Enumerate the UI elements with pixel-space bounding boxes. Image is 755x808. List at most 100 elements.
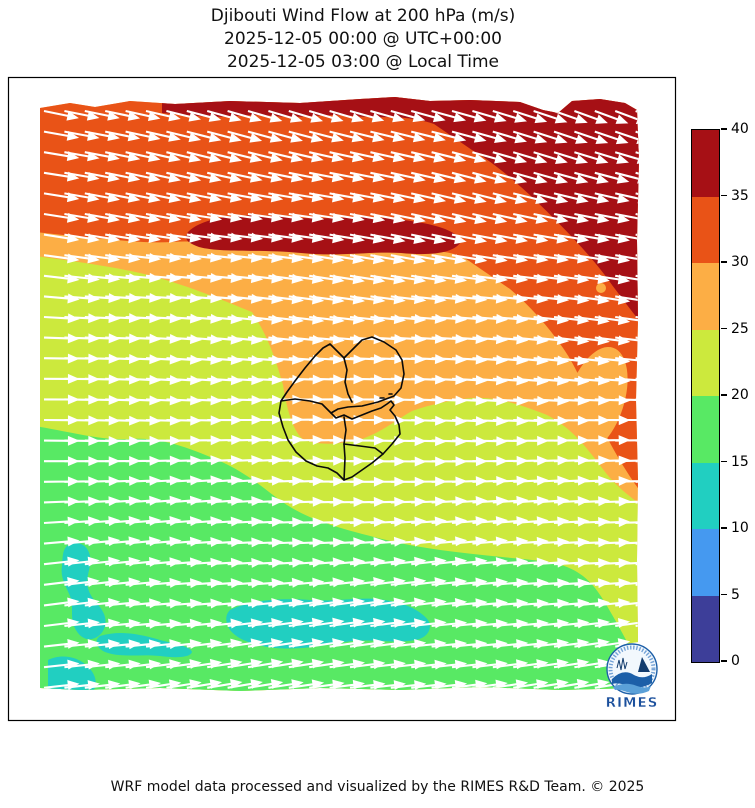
wind-arrow — [105, 192, 141, 203]
wind-arrow — [390, 233, 426, 245]
wind-arrow — [533, 171, 568, 185]
wind-arrow — [227, 109, 262, 123]
wind-arrow — [370, 233, 406, 244]
wind-arrow — [166, 171, 202, 183]
wind-arrow — [370, 212, 406, 224]
wind-arrow — [349, 171, 386, 183]
wind-arrow — [615, 274, 639, 285]
wind-arrow — [329, 109, 364, 123]
wind-arrow — [390, 130, 426, 143]
wind-arrow — [349, 274, 386, 285]
wind-arrow — [227, 192, 263, 203]
wind-arrow — [309, 638, 345, 649]
wind-arrow — [329, 212, 365, 223]
wind-arrow — [614, 192, 639, 204]
wind-arrow — [553, 192, 589, 204]
wind-arrow — [349, 617, 386, 628]
wind-arrow — [574, 679, 610, 689]
wind-arrow — [207, 658, 243, 669]
wind-arrow — [64, 109, 100, 121]
wind-arrow — [329, 294, 365, 305]
wind-arrow — [288, 617, 325, 628]
wind-arrow — [247, 192, 284, 203]
wind-arrow — [370, 254, 406, 265]
wind-arrow — [288, 192, 324, 203]
colorbar-tickmark-20 — [721, 394, 727, 396]
wind-arrow — [43, 192, 80, 203]
wind-arrow — [206, 151, 242, 163]
wind-arrow — [553, 212, 590, 224]
wind-arrow — [390, 151, 426, 163]
wind-arrow — [125, 212, 161, 224]
colorbar-tickmark-5 — [721, 593, 727, 596]
wind-arrow — [410, 151, 446, 163]
wind-arrow — [451, 212, 487, 225]
wind-arrow — [492, 679, 529, 690]
wind-arrow — [186, 212, 223, 223]
wind-arrow — [574, 110, 608, 124]
wind-arrow — [268, 151, 304, 163]
wind-arrow — [309, 192, 345, 203]
wind-arrow — [309, 171, 345, 183]
wind-arrow — [268, 658, 304, 669]
wind-arrow — [512, 212, 549, 224]
wind-arrow — [574, 212, 610, 224]
rimes-logo-text-ring — [608, 645, 656, 693]
wind-arrow — [186, 658, 223, 669]
wind-arrow — [431, 192, 467, 204]
wind-arrow — [125, 151, 161, 163]
rimes-logo-mountain — [638, 657, 650, 672]
rimes-logo-label: RIMES — [606, 695, 659, 711]
colorbar-segment-35-40 — [692, 130, 719, 197]
wind-arrow — [288, 212, 325, 223]
wind-arrow — [105, 212, 141, 224]
wind-arrow — [309, 274, 345, 285]
wind-arrow — [288, 658, 325, 669]
wind-arrow — [431, 151, 467, 163]
wind-arrow — [574, 171, 609, 184]
wind-arrow — [64, 253, 100, 264]
wind-arrow — [288, 233, 325, 243]
colorbar-tickmark-25 — [721, 327, 727, 330]
plot-title: Djibouti Wind Flow at 200 hPa (m/s) 2025… — [0, 5, 726, 74]
wind-arrow — [145, 109, 181, 122]
wind-arrow — [615, 335, 639, 346]
wind-arrow — [268, 212, 304, 223]
wind-arrow — [512, 192, 548, 204]
colorbar-segment-20-25 — [692, 329, 719, 396]
wind-arrow — [370, 171, 406, 183]
djibouti-region-line-west — [280, 398, 332, 414]
wind-arrow — [451, 130, 487, 143]
wind-arrow — [410, 212, 447, 224]
wind-arrow — [472, 212, 508, 225]
wind-arrow — [104, 130, 141, 142]
wind-arrow — [615, 617, 639, 628]
wind-arrow — [43, 171, 80, 182]
wind-arrow — [553, 151, 589, 165]
wind-arrow — [84, 212, 120, 223]
wind-arrow — [125, 192, 161, 203]
wind-arrow — [533, 130, 568, 144]
wind-arrow — [329, 171, 365, 183]
rimes-logo-wave-light — [613, 683, 651, 694]
colorbar — [691, 129, 720, 663]
band-10-15-patch-left — [61, 543, 106, 640]
wind-arrow — [308, 130, 344, 143]
wind-arrow — [329, 192, 365, 203]
wind-arrow — [370, 109, 405, 123]
wind-arrow — [594, 171, 630, 184]
wind-arrow — [349, 130, 385, 143]
wind-arrow — [43, 253, 80, 264]
wind-arrow — [431, 233, 467, 245]
wind-arrow — [247, 130, 283, 143]
wind-arrow — [615, 212, 639, 224]
wind-arrow — [64, 151, 100, 162]
wind-arrow — [533, 110, 568, 124]
wind-arrow — [533, 192, 569, 204]
wind-arrow — [166, 192, 202, 203]
wind-arrow — [64, 130, 100, 141]
colorbar-segment-25-30 — [692, 263, 719, 330]
wind-arrow — [227, 638, 263, 649]
wind-arrow — [308, 151, 345, 163]
wind-arrow — [309, 212, 345, 223]
